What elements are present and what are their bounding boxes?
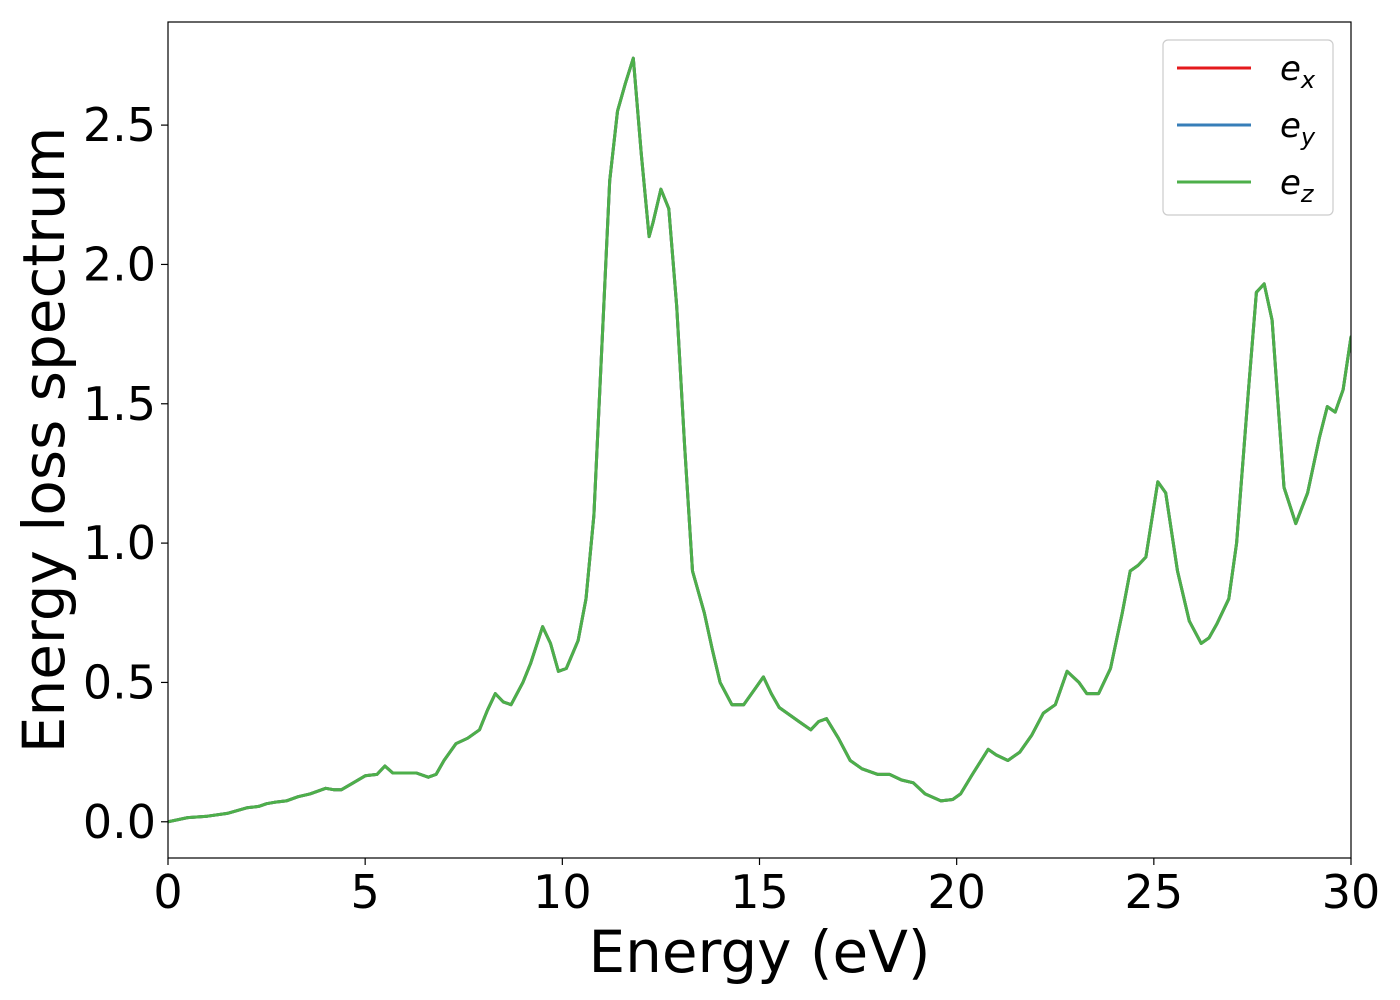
x-tick-label: 30 — [1322, 865, 1381, 919]
series-layer — [168, 56, 1351, 824]
y-tick-label: 1.0 — [83, 516, 156, 570]
x-tick-label: 20 — [927, 865, 986, 919]
y-tick-label: 2.5 — [83, 98, 156, 152]
legend-label-ex: ex — [1280, 49, 1316, 94]
y-tick-label: 0.0 — [83, 795, 156, 849]
series-line-ez — [168, 56, 1351, 824]
x-tick-label: 5 — [351, 865, 380, 919]
y-tick-label: 2.0 — [83, 237, 156, 291]
legend: ex ey ez — [1162, 39, 1334, 216]
y-axis-ticks: 0.0 0.5 1.0 1.5 2.0 2.5 — [83, 98, 168, 849]
y-tick-label: 1.5 — [83, 377, 156, 431]
x-tick-label: 15 — [730, 865, 789, 919]
x-tick-label: 0 — [153, 865, 182, 919]
y-tick-label: 0.5 — [83, 655, 156, 709]
x-tick-label: 10 — [533, 865, 592, 919]
legend-box — [1162, 39, 1334, 216]
x-axis-title: Energy (eV) — [588, 918, 930, 986]
x-tick-label: 25 — [1125, 865, 1184, 919]
legend-label-ey: ey — [1280, 106, 1316, 151]
y-axis-title: Energy loss spectrum — [10, 127, 78, 753]
x-axis-ticks: 0 5 10 15 20 25 30 — [153, 858, 1380, 919]
legend-label-ez: ez — [1280, 163, 1315, 208]
